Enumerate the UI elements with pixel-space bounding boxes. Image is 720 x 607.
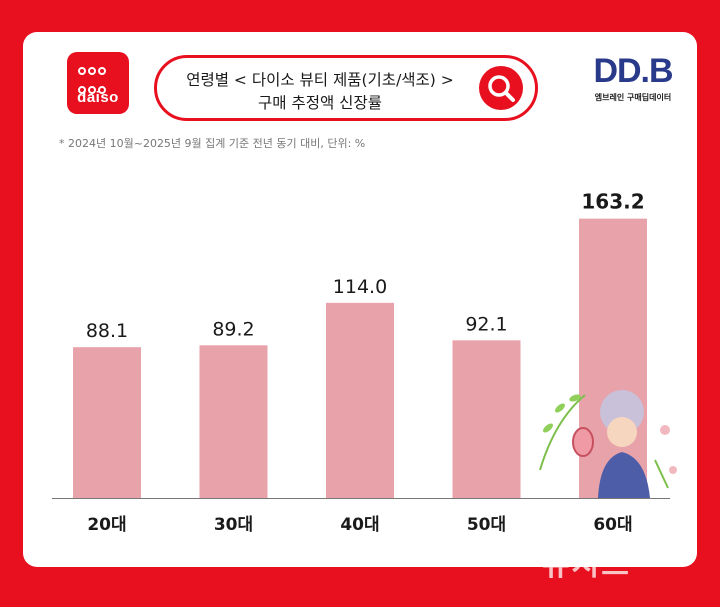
data-label: 92.1 (465, 313, 507, 335)
footnote: * 2024년 10월~2025년 9월 집계 기준 전년 동기 대비, 단위:… (59, 137, 366, 150)
search-text-line1: 연령별 < 다이소 뷰티 제품(기초/색조) > (186, 71, 454, 89)
x-tick-label: 20대 (87, 515, 126, 535)
bar-60대 (579, 218, 647, 498)
data-label: 114.0 (333, 276, 387, 298)
search-icon (488, 75, 515, 102)
data-label: 89.2 (212, 318, 254, 340)
bar-20대 (73, 347, 141, 498)
x-tick-label: 30대 (214, 515, 253, 535)
search-bar: 연령별 < 다이소 뷰티 제품(기초/색조) > 구매 추정액 신장률 (154, 55, 538, 121)
search-button (479, 66, 523, 110)
daiso-logo: daiso (67, 52, 129, 114)
ddb-subtitle: 엠브레인 구매딥데이터 (594, 93, 672, 102)
bar-30대 (199, 345, 268, 498)
data-label: 88.1 (86, 320, 128, 342)
bar-50대 (452, 340, 521, 498)
x-tick-label: 60대 (593, 515, 632, 535)
watermark: 뉴시스 (542, 548, 631, 583)
ddb-logo-text: DD.B (593, 52, 673, 90)
bar-40대 (326, 302, 394, 498)
logo-dots (77, 60, 121, 98)
x-tick-label: 40대 (340, 515, 379, 535)
grandma-illustration (539, 390, 677, 498)
ddb-logo: DD.B 엠브레인 구매딥데이터 (583, 52, 683, 112)
x-tick-label: 50대 (467, 515, 506, 535)
search-text-line2: 구매 추정액 신장률 (258, 94, 382, 112)
logo-text: daiso (77, 89, 119, 106)
data-label: 163.2 (581, 190, 644, 214)
